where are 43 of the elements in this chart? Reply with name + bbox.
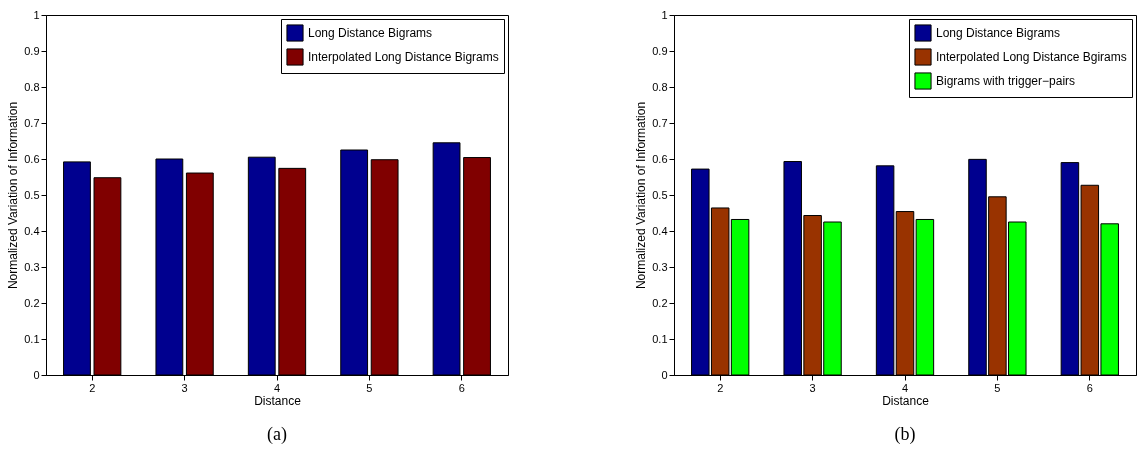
y-tick-label: 0 bbox=[33, 368, 40, 381]
x-tick-label: 4 bbox=[273, 381, 281, 394]
y-tick-label: 1 bbox=[33, 8, 40, 21]
text: (a) bbox=[267, 424, 287, 445]
y-tick-label: 0 bbox=[661, 368, 668, 381]
y-tick-label: 0.7 bbox=[24, 116, 40, 129]
y-tick-label: 0.6 bbox=[24, 152, 40, 165]
y-tick-label: 0.5 bbox=[652, 188, 668, 201]
legend-label: Long Distance Bigrams bbox=[308, 26, 433, 40]
y-tick-label: 0.2 bbox=[24, 296, 40, 309]
x-axis-title: Distance bbox=[882, 393, 930, 408]
x-tick-label: 3 bbox=[181, 381, 188, 394]
legend-label: Interpolated Long Distance Bigrams bbox=[308, 50, 499, 64]
x-tick-label: 6 bbox=[458, 381, 465, 394]
x-tick-label: 3 bbox=[809, 381, 816, 394]
y-tick-label: 0.7 bbox=[652, 116, 668, 129]
legend-label: Long Distance Bigrams bbox=[936, 26, 1061, 40]
y-tick-label: 0.3 bbox=[24, 260, 40, 273]
y-tick-label: 1 bbox=[661, 8, 668, 21]
y-axis-title: Normalized Variation of Information bbox=[634, 101, 649, 290]
legend-label: Interpolated Long Distance Bgirams bbox=[936, 50, 1127, 64]
y-tick-label: 0.4 bbox=[652, 224, 668, 237]
y-tick-label: 0.9 bbox=[652, 44, 668, 57]
y-tick-label: 0.5 bbox=[24, 188, 40, 201]
y-tick-label: 0.3 bbox=[652, 260, 668, 273]
y-tick-label: 0.2 bbox=[652, 296, 668, 309]
x-tick-label: 5 bbox=[366, 381, 373, 394]
x-tick-label: 2 bbox=[89, 381, 96, 394]
x-tick-label: 4 bbox=[901, 381, 909, 394]
y-tick-label: 0.6 bbox=[652, 152, 668, 165]
y-tick-label: 0.8 bbox=[652, 80, 668, 93]
x-axis-title: Distance bbox=[254, 393, 302, 408]
y-tick-label: 0.1 bbox=[24, 332, 40, 345]
y-tick-label: 0.1 bbox=[652, 332, 668, 345]
y-tick-label: 0.4 bbox=[24, 224, 40, 237]
y-axis-title: Normalized Variation of Information bbox=[6, 101, 21, 290]
legend-label: Bigrams with trigger−pairs bbox=[936, 74, 1076, 88]
y-tick-label: 0.9 bbox=[24, 44, 40, 57]
x-tick-label: 2 bbox=[717, 381, 724, 394]
text: (b) bbox=[894, 424, 916, 445]
y-tick-label: 0.8 bbox=[24, 80, 40, 93]
x-tick-label: 6 bbox=[1086, 381, 1093, 394]
x-tick-label: 5 bbox=[994, 381, 1001, 394]
